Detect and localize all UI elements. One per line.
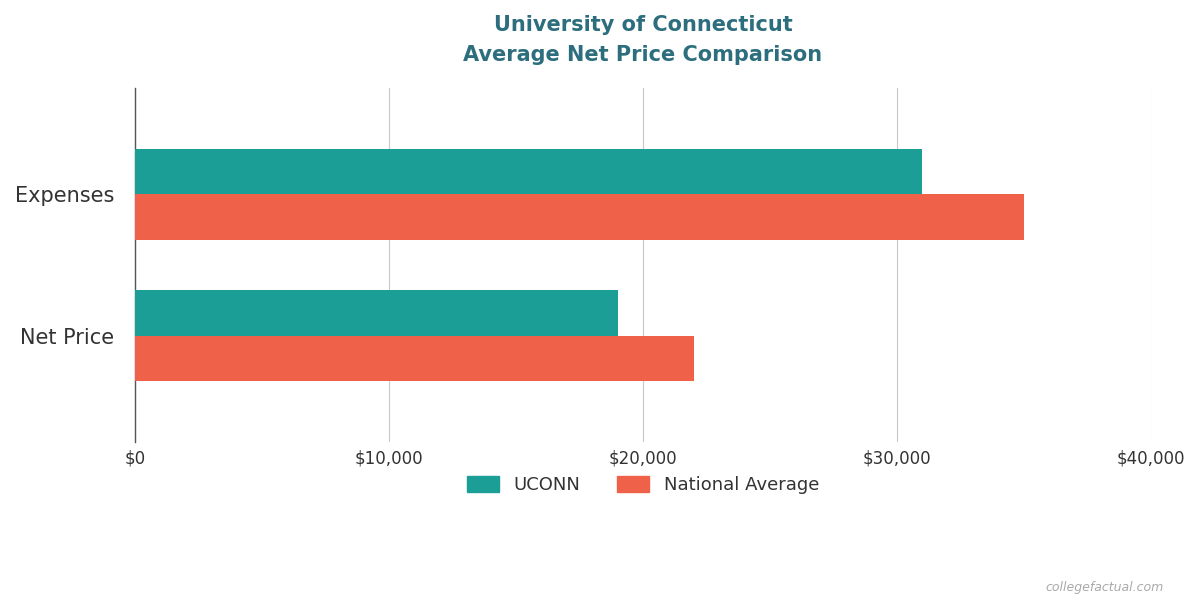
Bar bbox=[136, 194, 1024, 239]
Text: collegefactual.com: collegefactual.com bbox=[1045, 581, 1164, 594]
Bar bbox=[136, 335, 694, 381]
Bar bbox=[136, 290, 618, 335]
Legend: UCONN, National Average: UCONN, National Average bbox=[458, 467, 828, 503]
Bar bbox=[136, 149, 923, 194]
Title: University of Connecticut
Average Net Price Comparison: University of Connecticut Average Net Pr… bbox=[463, 15, 822, 65]
